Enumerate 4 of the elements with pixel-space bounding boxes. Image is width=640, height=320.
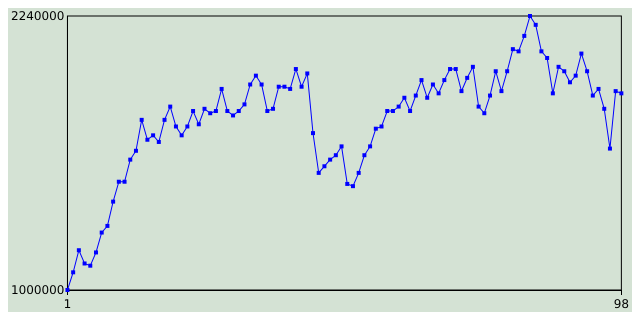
- y-tick-label: 1000000: [10, 283, 64, 297]
- x-tick-label: 1: [64, 297, 72, 311]
- y-tick-label: 2240000: [10, 9, 64, 23]
- x-tick-label: 98: [614, 297, 630, 311]
